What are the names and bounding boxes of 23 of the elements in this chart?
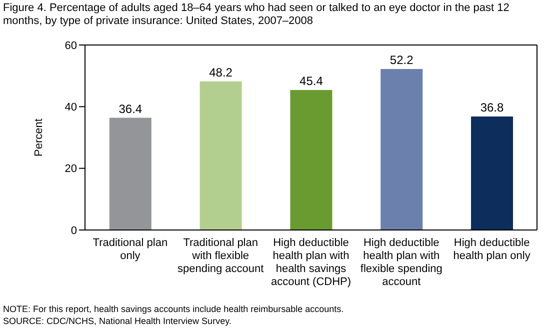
- x-tick-label: Traditional plan only: [92, 237, 168, 262]
- y-axis-title: Percent: [32, 118, 45, 156]
- x-tick-label: Traditional plan with flexible spending account: [177, 237, 264, 275]
- bar: [380, 69, 423, 230]
- data-label: 52.2: [390, 53, 414, 68]
- y-tick-label: 60: [64, 40, 77, 52]
- chart-title: Figure 4. Percentage of adults aged 18–64 years who had seen or talked to an eye doctor in the past 12 months, by type of private insurance: United States, 2007–2008: [3, 2, 510, 28]
- x-tick-label: High deductible health plan with health savings account (CDHP): [270, 237, 352, 288]
- x-tick-label: High deductible health plan only: [453, 237, 531, 262]
- source-note: SOURCE: CDC/NCHS, National Health Interview Survey.: [3, 315, 232, 327]
- bar: [290, 90, 332, 230]
- bar: [109, 118, 152, 230]
- bar: [200, 81, 242, 230]
- bar: [471, 116, 514, 230]
- text: NOTE: For this report, health savings accounts include health reimbursable accounts.: [3, 303, 344, 315]
- data-label: 45.4: [300, 74, 324, 88]
- data-label: 36.8: [480, 100, 504, 115]
- data-label: 36.4: [118, 102, 142, 116]
- x-tick-label: High deductible health plan with flexible spending account: [360, 237, 442, 288]
- y-tick-label: 20: [64, 163, 77, 176]
- y-tick-label: 40: [64, 102, 77, 114]
- y-tick-label: 0: [70, 224, 77, 237]
- data-label: 48.2: [209, 65, 233, 80]
